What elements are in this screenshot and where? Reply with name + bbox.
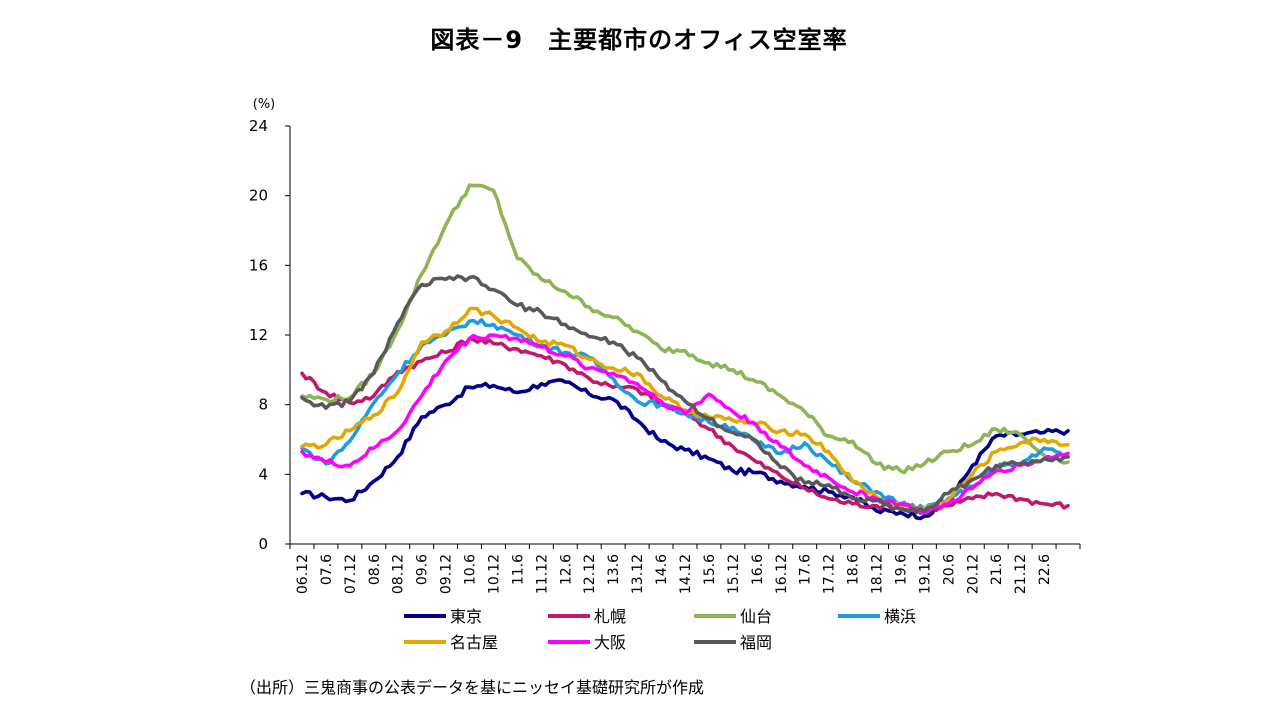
x-tick-label: 18.12 [870,554,886,594]
x-tick-label: 17.12 [822,554,838,594]
legend-label-3: 仙台 [740,607,772,626]
legend-label-7: 福岡 [740,633,772,652]
x-tick-label: 14.6 [654,554,670,585]
y-tick-label: 4 [258,465,268,483]
series-line-7 [300,274,1070,515]
x-tick-label: 13.12 [630,554,646,594]
x-tick-label: 16.12 [774,554,790,594]
x-tick-label: 12.12 [582,554,598,594]
x-tick-label: 15.6 [702,554,718,585]
x-tick-label: 10.6 [463,554,479,585]
x-tick-label: 10.12 [486,554,502,594]
x-tick-label: 19.6 [893,554,909,585]
legend-label-6: 大阪 [594,633,626,652]
x-tick-label: 16.6 [750,554,766,585]
series-line-5 [300,306,1070,512]
axes: 0 4 8 12 16 20 24 (%) 06.12 07.6 07.12 08.6 08.12 09.… [249,97,1081,594]
y-tick-label: 8 [258,396,268,414]
y-tick-label: 24 [249,117,268,135]
x-tick-label: 19.12 [917,554,933,594]
chart-title: 図表－9 主要都市のオフィス空室率 [430,26,848,54]
x-tick-label: 21.6 [989,554,1005,585]
y-tick-label: 20 [249,187,268,205]
x-tick-label: 07.6 [319,554,335,585]
x-tick-label: 18.6 [846,554,862,585]
legend-label-4: 横浜 [884,607,916,626]
legend-label-1: 東京 [450,607,482,626]
y-tick-label: 16 [249,256,268,274]
x-tick-label: 13.6 [606,554,622,585]
y-axis-label: (%) [253,97,276,112]
x-tick-label: 14.12 [678,554,694,594]
legend-label-2: 札幌 [594,607,626,626]
x-tick-label: 06.12 [295,554,311,594]
x-tick-label: 12.6 [558,554,574,585]
x-tick-label: 08.12 [391,554,407,594]
x-tick-label: 22.6 [1037,554,1053,585]
x-tick-label: 20.6 [941,554,957,585]
x-tick-label: 09.6 [415,554,431,585]
x-tick-label: 09.12 [439,554,455,594]
y-tick-label: 12 [249,326,268,344]
x-tick-label: 15.12 [726,554,742,594]
x-tick-label: 11.6 [510,554,526,585]
x-tick-label: 11.12 [534,554,550,594]
x-tick-label: 17.6 [798,554,814,585]
plot-lines [300,183,1070,521]
x-tick-label: 07.12 [343,554,359,594]
legend-label-5: 名古屋 [450,633,498,652]
x-tick-label: 21.12 [1013,554,1029,594]
source-note: （出所）三鬼商事の公表データを基にニッセイ基礎研究所が作成 [240,678,705,697]
series-line-6 [300,333,1070,515]
x-tick-label: 08.6 [367,554,383,585]
x-tick-label: 20.12 [965,554,981,594]
y-tick-label: 0 [258,535,268,553]
series-line-3 [300,183,1070,475]
